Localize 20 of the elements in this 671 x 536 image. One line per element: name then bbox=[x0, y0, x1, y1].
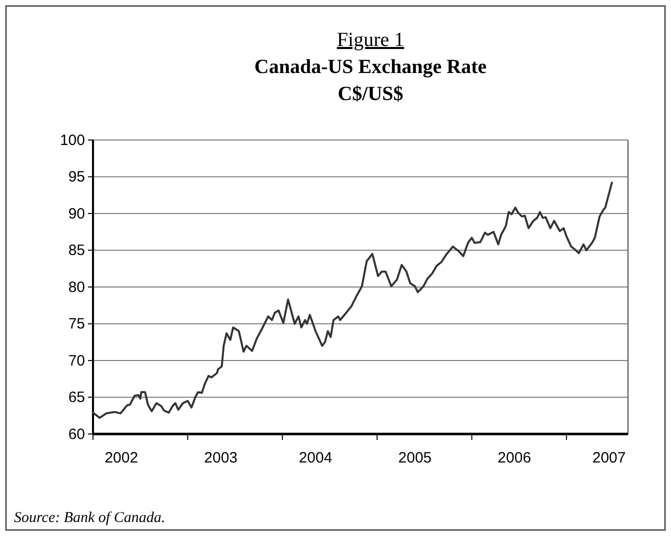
chart-subtitle: C$/US$ bbox=[338, 83, 404, 105]
y-tick-label: 90 bbox=[68, 205, 85, 222]
x-tick-label: 2006 bbox=[498, 450, 532, 467]
y-tick-label: 70 bbox=[68, 352, 85, 370]
y-tick-label: 80 bbox=[68, 278, 85, 296]
y-tick-label: 65 bbox=[68, 389, 85, 406]
y-tick-label: 85 bbox=[68, 242, 85, 260]
x-tick-label: 2004 bbox=[298, 450, 332, 467]
line-series bbox=[92, 182, 613, 419]
chart-title: Canada-US Exchange Rate bbox=[254, 56, 487, 78]
y-tick-label: 100 bbox=[60, 132, 85, 149]
y-tick-label: 75 bbox=[68, 316, 85, 333]
y-tick-label: 95 bbox=[68, 168, 85, 186]
caption: Figure 1 bbox=[336, 29, 404, 51]
x-tick-label: 2007 bbox=[592, 450, 626, 467]
source-note: Source: Bank of Canada. bbox=[14, 510, 166, 526]
y-tick-label: 60 bbox=[68, 426, 85, 443]
x-tick-label: 2003 bbox=[204, 450, 238, 467]
x-tick-label: 2002 bbox=[104, 450, 138, 467]
x-tick-label: 2005 bbox=[398, 450, 432, 467]
